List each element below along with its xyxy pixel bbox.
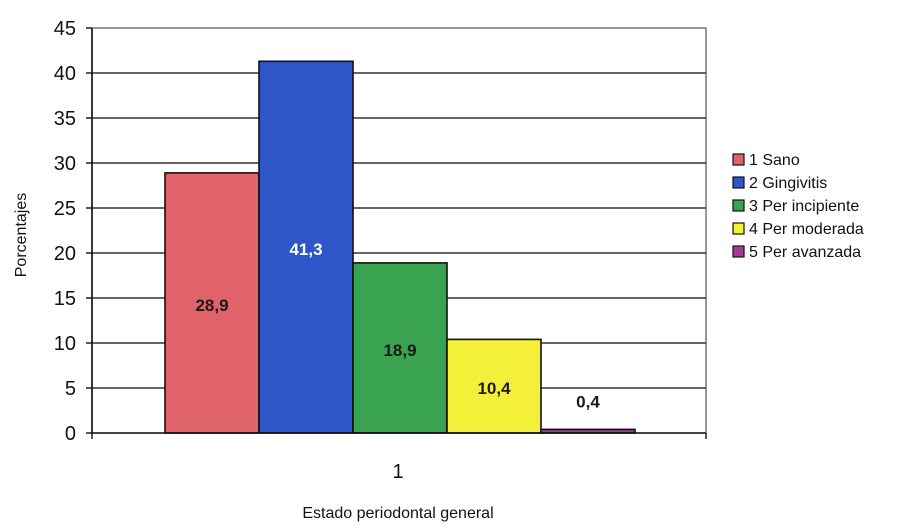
y-tick-label: 35 (54, 108, 76, 130)
y-tick-label: 20 (54, 243, 76, 265)
x-tick-label: 1 (392, 461, 403, 483)
y-tick-label: 45 (54, 18, 76, 40)
x-axis-label: Estado periodontal general (302, 505, 493, 522)
data-labels: 28,9 41,3 18,9 10,4 0,4 (195, 240, 600, 411)
axes: 0 5 10 15 20 25 30 35 40 45 (54, 18, 707, 445)
legend-swatch (732, 153, 745, 166)
y-tick-label: 0 (65, 423, 76, 445)
y-tick-label: 25 (54, 198, 76, 220)
data-label: 18,9 (383, 341, 416, 360)
legend-label: 4 Per moderada (749, 221, 864, 238)
legend-swatch (732, 176, 745, 189)
data-label: 0,4 (576, 392, 600, 411)
legend-label: 1 Sano (749, 152, 800, 169)
bar (258, 60, 354, 434)
y-tick-label: 40 (54, 63, 76, 85)
legend-swatch (732, 222, 745, 235)
y-tick-label: 30 (54, 153, 76, 175)
legend: 1 Sano 2 Gingivitis 3 Per incipiente 4 Per … (732, 152, 864, 261)
legend-label: 2 Gingivitis (749, 175, 827, 192)
y-tick-label: 10 (54, 333, 76, 355)
legend-swatch (732, 199, 745, 212)
y-tick-label: 15 (54, 288, 76, 310)
bar (352, 262, 448, 434)
y-tick-label: 5 (65, 378, 76, 400)
data-label: 41,3 (289, 240, 322, 259)
legend-swatch (732, 245, 745, 258)
legend-label: 5 Per avanzada (749, 244, 861, 261)
data-label: 10,4 (477, 379, 511, 398)
bar (446, 338, 542, 434)
bars (164, 60, 636, 434)
legend-label: 3 Per incipiente (749, 198, 859, 215)
y-axis-label: Porcentajes (13, 193, 30, 278)
data-label: 28,9 (195, 296, 228, 315)
